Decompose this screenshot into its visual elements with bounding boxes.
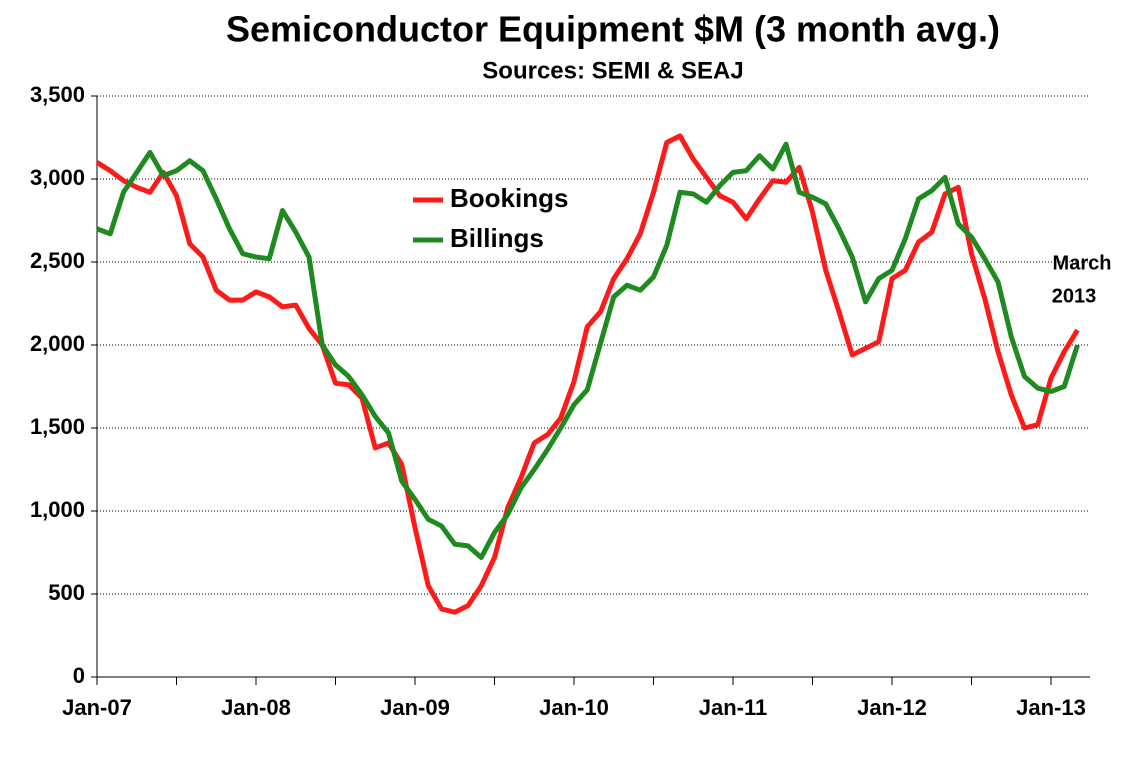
y-tick-label: 500: [48, 580, 85, 605]
data-line: [95, 133, 1080, 615]
x-tick-label: Jan-11: [699, 695, 768, 720]
y-tick-label: 1,000: [30, 497, 85, 522]
y-tick-label: 3,500: [30, 82, 85, 107]
legend-label: Billings: [450, 223, 544, 253]
data-line: [96, 141, 1080, 560]
y-tick-label: 1,500: [30, 414, 85, 439]
x-tick-label: Jan-12: [857, 695, 927, 720]
y-tick-label: 3,000: [30, 165, 85, 190]
annotation: March: [1053, 252, 1112, 274]
chart-subtitle: Sources: SEMI & SEAJ: [482, 57, 743, 84]
annotation: 2013: [1052, 285, 1097, 307]
x-tick-label: Jan-09: [380, 695, 450, 720]
y-tick-label: 2,000: [30, 331, 85, 356]
x-tick-label: Jan-07: [62, 695, 132, 720]
legend-label: Bookings: [450, 183, 568, 213]
chart-title: Semiconductor Equipment $M (3 month avg.…: [226, 9, 1000, 50]
x-tick-label: Jan-10: [539, 695, 609, 720]
x-tick-label: Jan-08: [221, 695, 291, 720]
x-tick-label: Jan-13: [1016, 695, 1086, 720]
y-tick-label: 0: [73, 663, 85, 688]
y-tick-label: 2,500: [30, 248, 85, 273]
